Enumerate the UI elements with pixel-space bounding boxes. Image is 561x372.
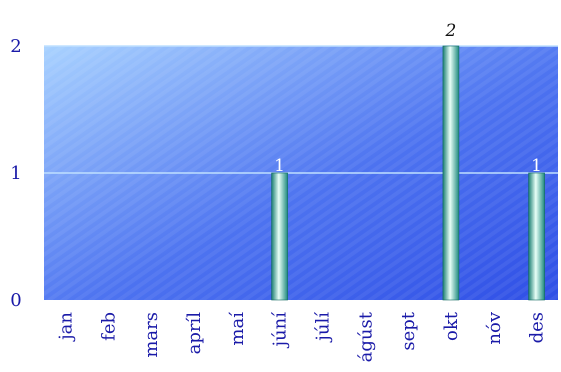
- data-label: 2: [445, 21, 457, 41]
- gridlines: [44, 45, 558, 174]
- x-tick-label: apríl: [184, 312, 205, 355]
- data-label: 1: [274, 156, 285, 176]
- bar: [528, 172, 545, 301]
- x-tick-label: maí: [227, 312, 248, 346]
- x-tick-label: feb: [98, 312, 119, 341]
- x-tick-label: júlí: [312, 312, 333, 343]
- bar: [271, 172, 288, 301]
- x-tick-label: okt: [441, 311, 462, 341]
- y-tick-label: 2: [10, 36, 21, 57]
- y-tick-label: 0: [10, 290, 21, 311]
- x-tick-label: jan: [55, 312, 76, 342]
- x-tick-label: ágúst: [355, 311, 376, 362]
- x-axis-ticks: jan feb mars apríl maí júní júlí ágúst sept okt nó…: [55, 311, 547, 362]
- bar: [442, 45, 460, 301]
- data-labels: 1 2 1: [274, 21, 542, 176]
- bars: [271, 45, 545, 301]
- data-label: 1: [531, 156, 542, 176]
- y-axis-ticks: 0 1 2: [10, 36, 21, 311]
- x-tick-label: nóv: [484, 311, 505, 344]
- y-tick-label: 1: [10, 163, 21, 184]
- x-tick-label: mars: [141, 312, 162, 358]
- x-tick-label: sept: [398, 311, 419, 350]
- x-tick-label: des: [527, 312, 548, 343]
- x-tick-label: júní: [270, 312, 291, 349]
